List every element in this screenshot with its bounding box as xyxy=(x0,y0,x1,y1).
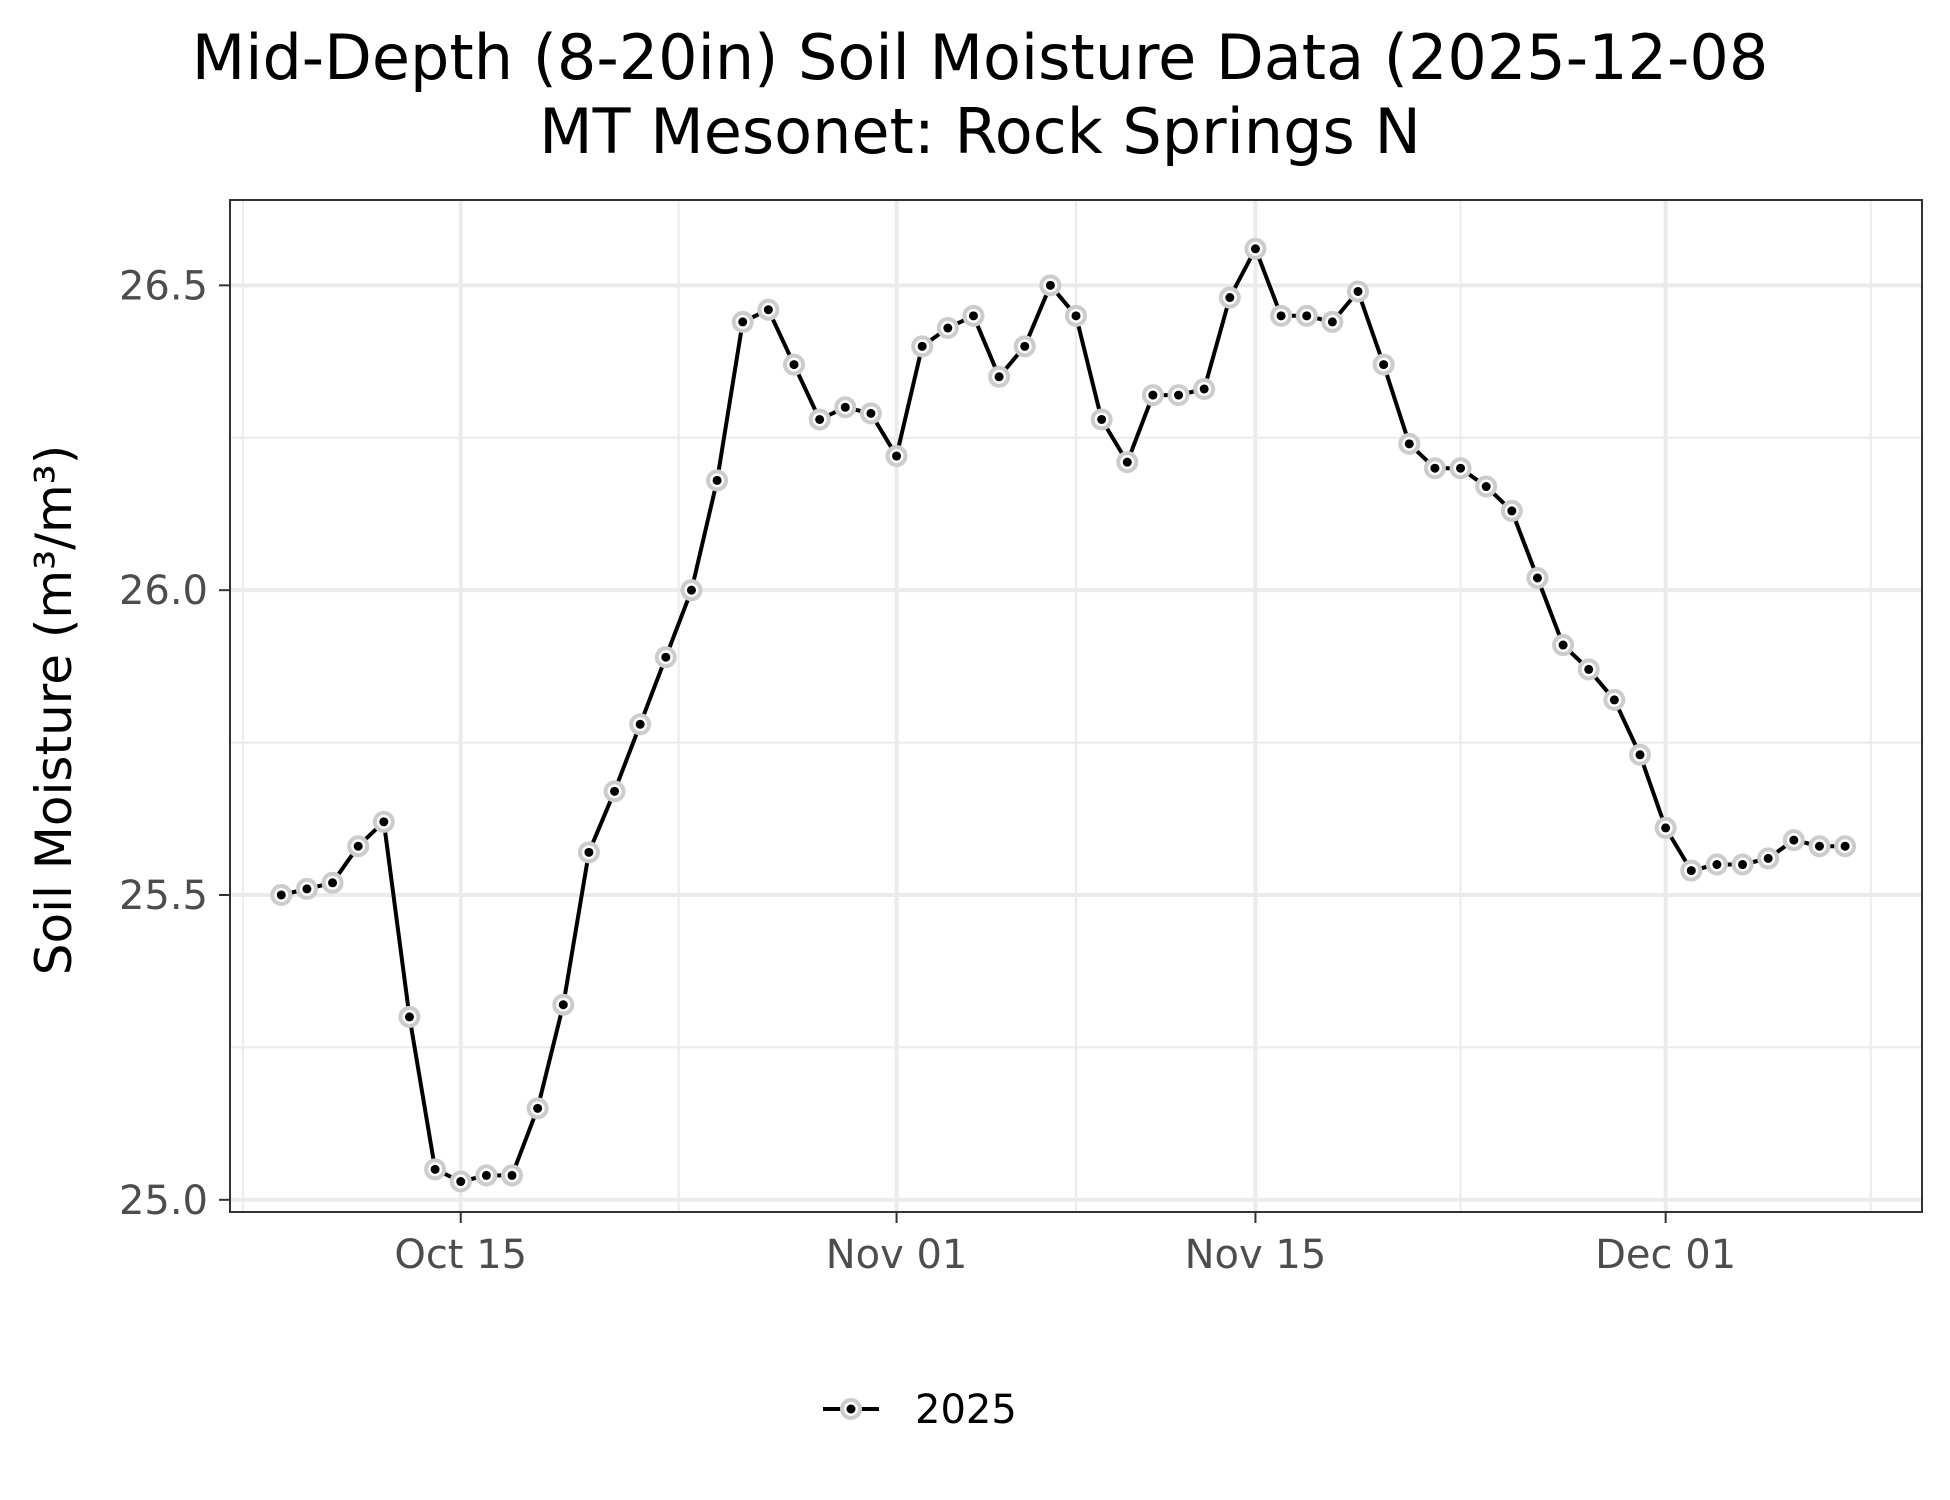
data-point xyxy=(892,451,902,461)
data-point xyxy=(456,1177,466,1187)
data-point xyxy=(1225,293,1235,303)
y-tick-label: 25.0 xyxy=(119,1178,208,1224)
data-point xyxy=(943,323,953,333)
legend-label: 2025 xyxy=(915,1387,1017,1433)
data-point xyxy=(481,1170,491,1180)
data-point xyxy=(1763,853,1773,863)
chart-title: Mid-Depth (8-20in) Soil Moisture Data (2… xyxy=(192,21,1769,94)
data-point xyxy=(1020,341,1030,351)
data-point xyxy=(302,884,312,894)
data-point xyxy=(1327,317,1337,327)
data-point xyxy=(1456,463,1466,473)
data-point xyxy=(661,652,671,662)
data-point xyxy=(686,585,696,595)
x-tick-label: Nov 15 xyxy=(1185,1232,1327,1278)
data-point xyxy=(507,1170,517,1180)
data-point xyxy=(379,817,389,827)
data-point xyxy=(558,1000,568,1010)
data-point xyxy=(1532,573,1542,583)
data-point xyxy=(815,414,825,424)
data-point xyxy=(1276,311,1286,321)
data-point xyxy=(1558,640,1568,650)
data-point xyxy=(1635,750,1645,760)
data-point xyxy=(533,1103,543,1113)
data-point xyxy=(1199,384,1209,394)
legend-key-point xyxy=(846,1404,856,1414)
data-point xyxy=(1661,823,1671,833)
data-point xyxy=(1379,360,1389,370)
data-point xyxy=(968,311,978,321)
panel-border xyxy=(229,199,1923,1213)
data-point xyxy=(1712,860,1722,870)
data-point xyxy=(584,847,594,857)
data-point xyxy=(1840,841,1850,851)
plot-area: 25.0 25.5 26.0 26.5 Oct 15 Nov 01 Nov 15 Dec 01 xyxy=(119,199,1923,1278)
data-point xyxy=(840,402,850,412)
data-point xyxy=(353,841,363,851)
data-point xyxy=(1122,457,1132,467)
legend: 2025 xyxy=(823,1387,1017,1433)
x-tick-label: Dec 01 xyxy=(1595,1232,1736,1278)
data-point xyxy=(738,317,748,327)
data-point xyxy=(276,890,286,900)
x-tick-label: Oct 15 xyxy=(394,1232,527,1278)
data-point xyxy=(789,360,799,370)
y-tick-label: 25.5 xyxy=(119,873,208,919)
data-point xyxy=(635,719,645,729)
data-point xyxy=(1148,390,1158,400)
data-point xyxy=(1507,506,1517,516)
data-point xyxy=(1250,244,1260,254)
data-point xyxy=(1789,835,1799,845)
data-point xyxy=(1302,311,1312,321)
x-tick-label: Nov 01 xyxy=(826,1232,968,1278)
chart-subtitle: MT Mesonet: Rock Springs N xyxy=(539,95,1421,168)
data-point xyxy=(1404,439,1414,449)
data-point xyxy=(404,1012,414,1022)
data-point xyxy=(1353,286,1363,296)
data-point xyxy=(1609,695,1619,705)
data-point xyxy=(1814,841,1824,851)
data-point xyxy=(1584,664,1594,674)
data-point xyxy=(1430,463,1440,473)
y-tick-label: 26.5 xyxy=(119,263,208,309)
data-point xyxy=(763,305,773,315)
y-axis-title: Soil Moisture (m³/m³) xyxy=(25,445,83,975)
data-point xyxy=(1686,866,1696,876)
y-tick-label: 26.0 xyxy=(119,568,208,614)
data-point xyxy=(866,408,876,418)
data-point xyxy=(1071,311,1081,321)
data-point xyxy=(610,786,620,796)
data-point xyxy=(1097,414,1107,424)
data-point xyxy=(328,878,338,888)
data-point xyxy=(430,1164,440,1174)
data-point xyxy=(1481,482,1491,492)
data-point xyxy=(1174,390,1184,400)
data-point xyxy=(1738,860,1748,870)
data-point xyxy=(712,475,722,485)
data-point xyxy=(994,372,1004,382)
data-point xyxy=(917,341,927,351)
data-point xyxy=(1045,280,1055,290)
